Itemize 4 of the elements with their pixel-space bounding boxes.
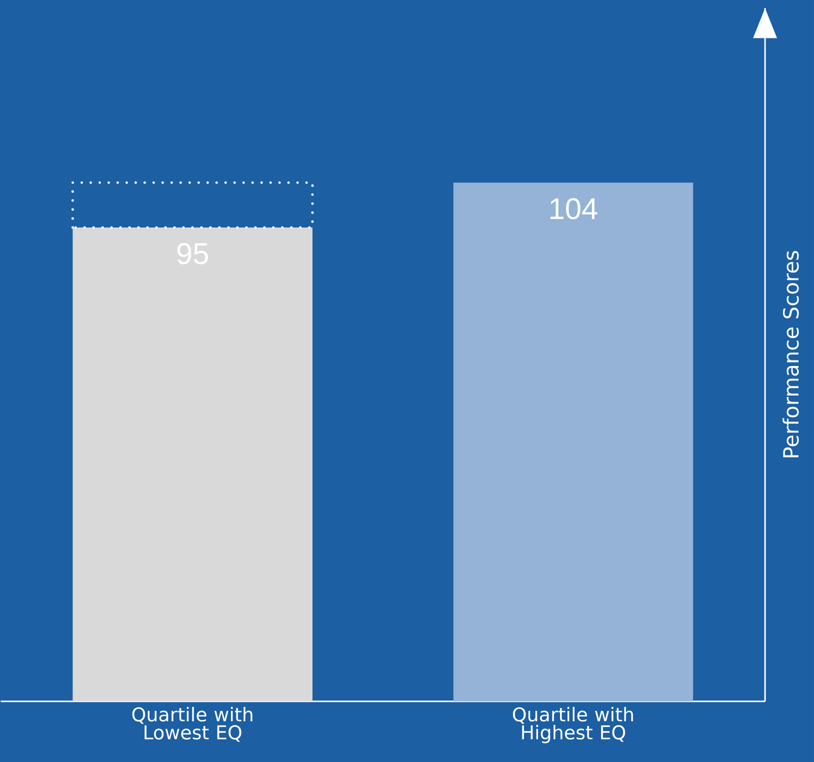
x-tick-label: Quartile with Lowest EQ xyxy=(132,706,252,742)
data-label: 104 xyxy=(550,198,598,220)
x-tick-label: Quartile with Highest EQ xyxy=(512,706,633,744)
y-axis-title: Performance Scores xyxy=(782,250,799,458)
